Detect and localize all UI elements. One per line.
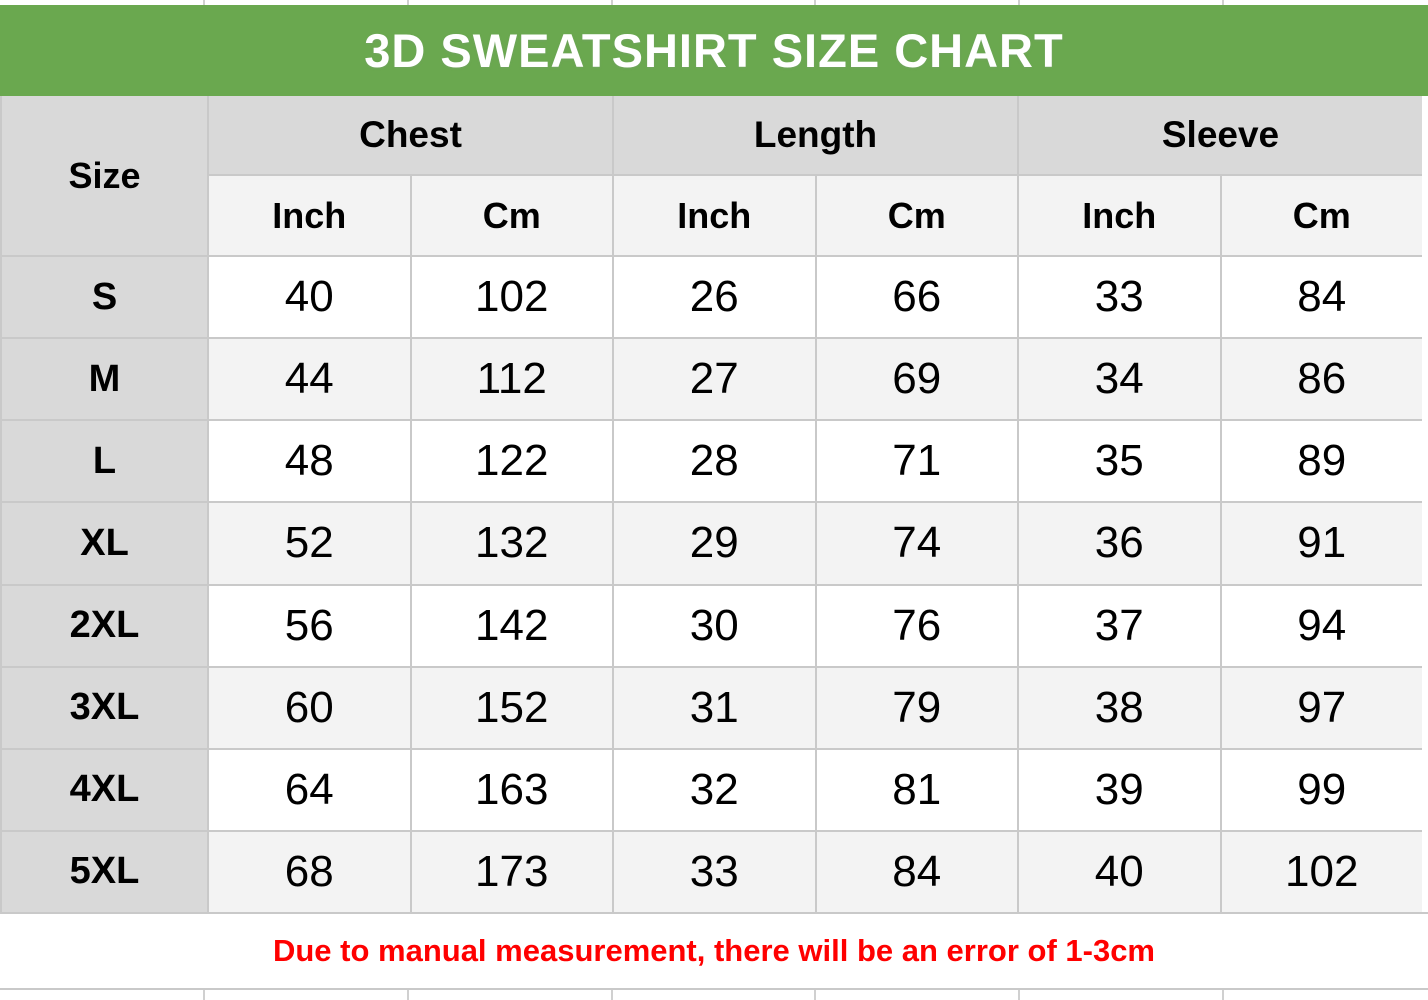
- value-cell-4xl-sleeve-cm: 99: [1221, 749, 1422, 830]
- grid-strip-cell: [1224, 990, 1428, 1000]
- value-cell-s-chest-cm: 102: [411, 257, 612, 338]
- value-cell-l-length-inch: 28: [614, 421, 815, 502]
- value-cell-xl-sleeve-inch: 36: [1019, 503, 1220, 584]
- value-cell-l-length-cm: 71: [816, 421, 1017, 502]
- sleeve-inch-header: Inch: [1019, 176, 1220, 255]
- size-label-l: L: [2, 421, 207, 502]
- value-cell-3xl-sleeve-cm: 97: [1221, 667, 1422, 748]
- value-cell-xl-length-cm: 74: [816, 503, 1017, 584]
- value-cell-4xl-length-cm: 81: [816, 749, 1017, 830]
- chest-group-header: Chest: [209, 96, 612, 174]
- value-cell-xl-chest-inch: 52: [209, 503, 410, 584]
- size-label-4xl: 4XL: [2, 749, 207, 830]
- size-label-xl: XL: [2, 503, 207, 584]
- value-cell-3xl-length-cm: 79: [816, 667, 1017, 748]
- value-cell-4xl-sleeve-inch: 39: [1019, 749, 1220, 830]
- grid-strip-cell: [0, 0, 205, 5]
- value-cell-2xl-sleeve-cm: 94: [1221, 585, 1422, 666]
- value-cell-s-sleeve-cm: 84: [1221, 257, 1422, 338]
- value-cell-5xl-length-cm: 84: [816, 831, 1017, 912]
- value-cell-4xl-chest-cm: 163: [411, 749, 612, 830]
- size-column-header: Size: [2, 96, 207, 255]
- sleeve-group-header: Sleeve: [1019, 96, 1422, 174]
- value-cell-2xl-length-cm: 76: [816, 585, 1017, 666]
- value-cell-2xl-chest-inch: 56: [209, 585, 410, 666]
- value-cell-xl-length-inch: 29: [614, 503, 815, 584]
- value-cell-m-chest-cm: 112: [411, 339, 612, 420]
- grid-strip-cell: [816, 990, 1021, 1000]
- value-cell-m-length-inch: 27: [614, 339, 815, 420]
- chest-cm-header: Cm: [411, 176, 612, 255]
- value-cell-4xl-chest-inch: 64: [209, 749, 410, 830]
- value-cell-m-chest-inch: 44: [209, 339, 410, 420]
- value-cell-xl-chest-cm: 132: [411, 503, 612, 584]
- value-cell-m-length-cm: 69: [816, 339, 1017, 420]
- bottom-grid-strip: [0, 990, 1428, 1000]
- value-cell-l-chest-cm: 122: [411, 421, 612, 502]
- size-label-m: M: [2, 339, 207, 420]
- sleeve-cm-header: Cm: [1221, 176, 1422, 255]
- value-cell-s-length-inch: 26: [614, 257, 815, 338]
- value-cell-5xl-sleeve-inch: 40: [1019, 831, 1220, 912]
- value-cell-l-sleeve-cm: 89: [1221, 421, 1422, 502]
- measurement-note: Due to manual measurement, there will be…: [272, 933, 1156, 968]
- chart-title-bar: 3D SWEATSHIRT SIZE CHART: [0, 5, 1428, 96]
- page-title: 3D SWEATSHIRT SIZE CHART: [364, 24, 1064, 77]
- size-table: Size Chest Length Sleeve Inch Cm Inch Cm…: [0, 96, 1422, 912]
- value-cell-3xl-chest-inch: 60: [209, 667, 410, 748]
- value-cell-5xl-length-inch: 33: [614, 831, 815, 912]
- size-label-5xl: 5XL: [2, 831, 207, 912]
- value-cell-l-sleeve-inch: 35: [1019, 421, 1220, 502]
- value-cell-4xl-length-inch: 32: [614, 749, 815, 830]
- grid-strip-cell: [613, 990, 817, 1000]
- length-inch-header: Inch: [614, 176, 815, 255]
- value-cell-3xl-chest-cm: 152: [411, 667, 612, 748]
- grid-strip-cell: [1020, 990, 1225, 1000]
- grid-strip-cell: [205, 990, 409, 1000]
- value-cell-s-sleeve-inch: 33: [1019, 257, 1220, 338]
- value-cell-3xl-sleeve-inch: 38: [1019, 667, 1220, 748]
- grid-strip-cell: [409, 0, 613, 5]
- length-group-header: Length: [614, 96, 1017, 174]
- value-cell-2xl-chest-cm: 142: [411, 585, 612, 666]
- grid-strip-cell: [613, 0, 817, 5]
- chest-inch-header: Inch: [209, 176, 410, 255]
- value-cell-2xl-sleeve-inch: 37: [1019, 585, 1220, 666]
- value-cell-s-length-cm: 66: [816, 257, 1017, 338]
- top-grid-strip: [0, 0, 1428, 5]
- grid-strip-cell: [816, 0, 1021, 5]
- measurement-note-row: Due to manual measurement, there will be…: [0, 912, 1428, 990]
- value-cell-5xl-chest-cm: 173: [411, 831, 612, 912]
- value-cell-3xl-length-inch: 31: [614, 667, 815, 748]
- value-cell-5xl-sleeve-cm: 102: [1221, 831, 1422, 912]
- size-label-s: S: [2, 257, 207, 338]
- value-cell-5xl-chest-inch: 68: [209, 831, 410, 912]
- value-cell-m-sleeve-cm: 86: [1221, 339, 1422, 420]
- value-cell-2xl-length-inch: 30: [614, 585, 815, 666]
- grid-strip-cell: [0, 990, 205, 1000]
- size-label-2xl: 2XL: [2, 585, 207, 666]
- grid-strip-cell: [1020, 0, 1225, 5]
- value-cell-xl-sleeve-cm: 91: [1221, 503, 1422, 584]
- grid-strip-cell: [409, 990, 613, 1000]
- length-cm-header: Cm: [816, 176, 1017, 255]
- size-label-3xl: 3XL: [2, 667, 207, 748]
- value-cell-s-chest-inch: 40: [209, 257, 410, 338]
- value-cell-m-sleeve-inch: 34: [1019, 339, 1220, 420]
- grid-strip-cell: [205, 0, 409, 5]
- value-cell-l-chest-inch: 48: [209, 421, 410, 502]
